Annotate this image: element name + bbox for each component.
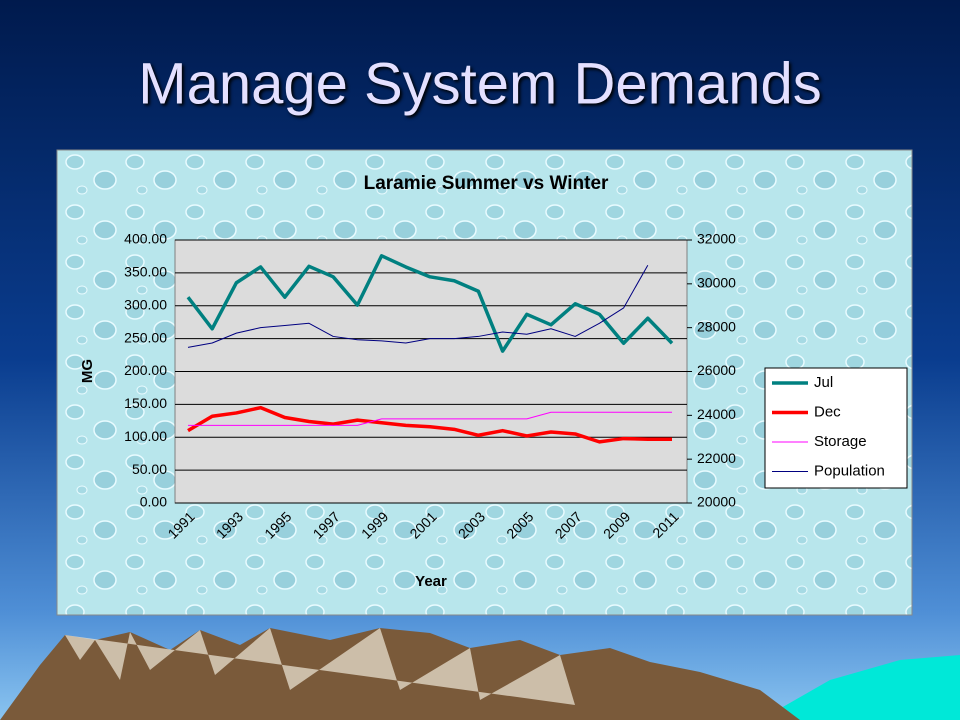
y-tick-label: 250.00 — [124, 329, 167, 345]
y-tick-label: 350.00 — [124, 264, 167, 280]
y-tick-label: 100.00 — [124, 428, 167, 444]
legend-label: Storage — [814, 433, 867, 450]
series-line — [186, 254, 674, 353]
y2-tick-label: 32000 — [697, 231, 736, 247]
y2-tick-label: 22000 — [697, 450, 736, 466]
chart-title: Laramie Summer vs Winter — [364, 173, 609, 194]
series-line — [188, 411, 672, 426]
y2-tick-label: 24000 — [697, 406, 736, 422]
y-tick-label: 200.00 — [124, 362, 167, 378]
y-tick-label: 400.00 — [124, 231, 167, 247]
y2-tick-label: 28000 — [697, 318, 736, 334]
y2-tick-label: 26000 — [697, 362, 736, 378]
y-tick-label: 300.00 — [124, 296, 167, 312]
y-axis-label: MG — [79, 359, 96, 383]
y-tick-label: 50.00 — [132, 461, 167, 477]
y-tick-label: 150.00 — [124, 395, 167, 411]
legend-label: Population — [814, 462, 885, 479]
slide-title: Manage System Demands — [138, 51, 821, 116]
y2-tick-label: 20000 — [697, 494, 736, 510]
legend-label: Jul — [814, 374, 833, 391]
series-line — [187, 405, 672, 444]
mountain-snow — [65, 628, 575, 705]
y2-tick-label: 30000 — [697, 275, 736, 291]
y-tick-label: 0.00 — [140, 494, 167, 510]
legend — [764, 367, 908, 489]
series-line — [187, 264, 649, 348]
legend-label: Dec — [814, 403, 841, 420]
x-axis-label: Year — [415, 573, 447, 590]
sea — [760, 655, 960, 720]
